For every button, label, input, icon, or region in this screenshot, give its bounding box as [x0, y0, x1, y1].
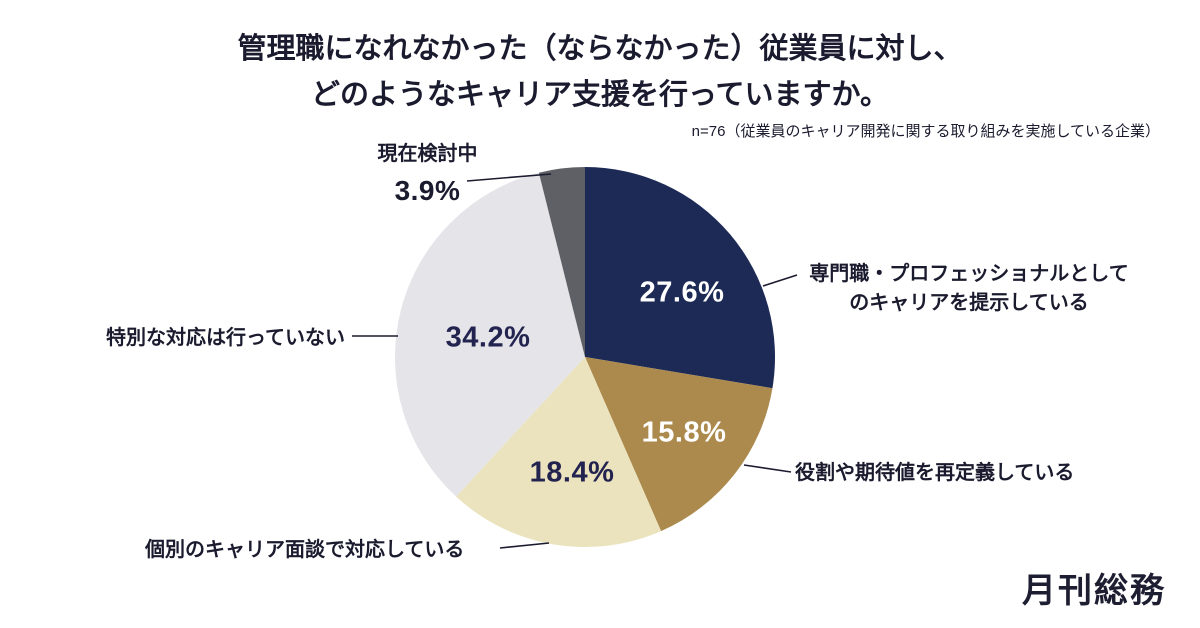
callout-interview: 個別のキャリア面談で対応している — [145, 539, 465, 561]
callout-no-special: 特別な対応は行っていない — [106, 327, 345, 349]
leader-line-interview — [499, 542, 550, 549]
pie-value-interview: 18.4% — [529, 456, 615, 489]
callout-considering: 現在検討中 3.9% — [355, 140, 500, 212]
pie-value-considering: 3.9% — [394, 175, 461, 206]
pie-value-specialist: 27.6% — [639, 276, 725, 309]
pie-slice-4 — [538, 167, 585, 357]
callout-specialist: 専門職・プロフェッショナルとしてのキャリアを提示している — [809, 263, 1129, 314]
sample-size-note: n=76（従業員のキャリア開発に関する取り組みを実施している企業） — [691, 123, 1160, 140]
leader-line-considering — [466, 173, 552, 182]
pie-value-no-special: 34.2% — [445, 321, 531, 354]
pie-slices — [394, 167, 776, 547]
chart-title-line2: どのようなキャリア支援を行っていますか。 — [311, 79, 889, 112]
leader-line-specialist — [762, 274, 798, 287]
leader-line-redefine — [743, 464, 792, 473]
publisher-logo: 月刊総務 — [1022, 572, 1166, 610]
pie-slice-0 — [585, 167, 776, 389]
pie-slice-2 — [456, 357, 662, 547]
pie-value-redefine: 15.8% — [641, 416, 727, 449]
callout-redefine: 役割や期待値を再定義している — [795, 462, 1075, 484]
callout-label-considering: 現在検討中 — [377, 143, 478, 165]
leader-lines — [352, 173, 798, 549]
chart-title-line1: 管理職になれなかった（ならなかった）従業員に対し、 — [237, 33, 963, 65]
pie-slice-3 — [394, 172, 585, 497]
chart-title: 管理職になれなかった（ならなかった）従業員に対し、 どのようなキャリア支援を行っ… — [0, 26, 1200, 119]
pie-slice-1 — [585, 357, 773, 532]
